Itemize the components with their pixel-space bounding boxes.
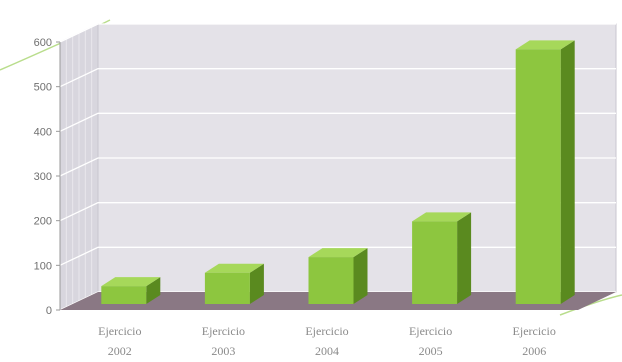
bar-top [515,40,575,50]
gridline [59,157,616,177]
bar [412,212,472,304]
bar-front [515,49,561,305]
x-tick-label: 2005 [419,344,443,358]
x-tick-label: Ejercicio [305,324,348,338]
x-tick-label: Ejercicio [98,324,141,338]
y-tick-label: 500 [34,82,52,94]
x-tick-label: 2003 [211,344,235,358]
bar-front [204,272,250,304]
bar-top [204,263,264,273]
x-tick-label: 2004 [315,344,339,358]
bar-top [412,212,472,222]
bars [101,40,575,305]
x-tick-label: Ejercicio [202,324,245,338]
gridline [59,68,616,88]
bar-side [560,40,575,305]
y-tick-label: 300 [34,171,52,183]
x-tick-label: 2002 [108,344,132,358]
bar-side [249,263,264,304]
bar [308,248,368,304]
bar-side [457,212,472,304]
bar-side [146,277,161,304]
bar [515,40,575,305]
x-axis-labels: Ejercicio 2002 Ejercicio 2003 Ejercicio 2004 E… [98,324,556,358]
y-tick-label: 600 [34,37,52,49]
bar-side [353,248,368,304]
x-tick-label: Ejercicio [513,324,556,338]
y-axis-ticks: 0 100 200 300 400 500 600 [34,37,61,317]
y-tick-label: 400 [34,126,52,138]
y-tick-label: 0 [46,305,52,317]
x-tick-label: Ejercicio [409,324,452,338]
gridline [59,112,616,132]
bar-front [412,221,458,304]
swoosh-right [559,294,622,316]
bar [204,263,264,304]
y-tick-label: 100 [34,260,52,272]
bar-top [308,248,368,258]
gridline [59,202,616,222]
bar-front [101,286,147,304]
bar-top [101,277,161,287]
x-tick-label: 2006 [522,344,546,358]
y-tick-label: 200 [34,216,52,228]
gridline [59,23,616,43]
bar [101,277,161,304]
bar-front [308,257,354,304]
